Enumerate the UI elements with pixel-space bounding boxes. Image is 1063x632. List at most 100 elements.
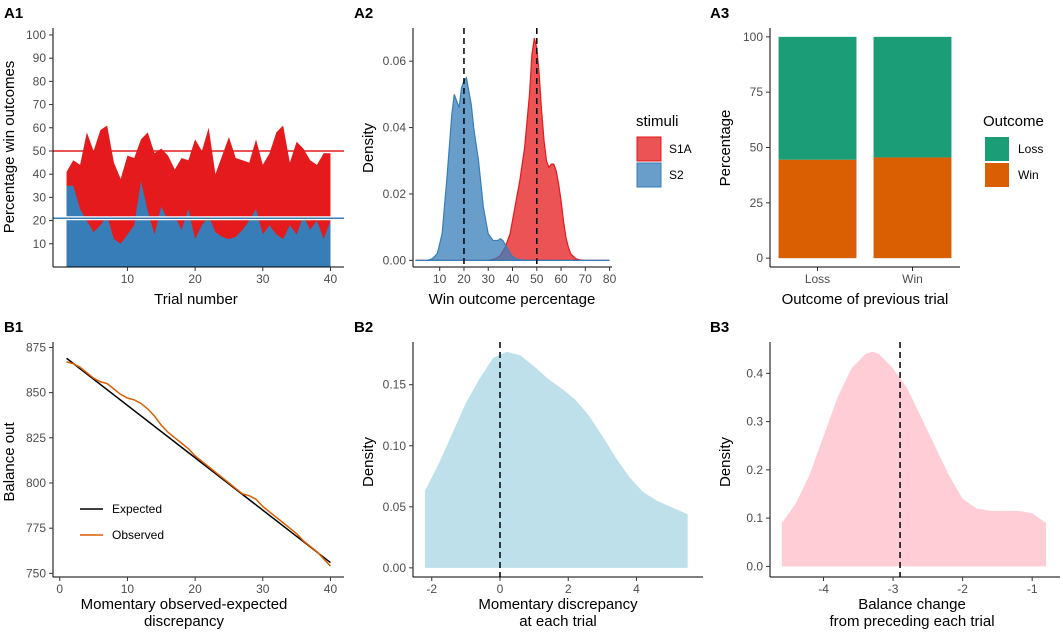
- y-tick-label-b2: 0.10: [383, 439, 407, 453]
- x-tick-label-a3: Loss: [805, 272, 830, 286]
- plot-area-a2: 0.00 0.02 0.04 0.06 10 20 30 40 50 60 70 80: [383, 28, 617, 286]
- x-axis-label-b2: Momentary discrepancy: [478, 596, 638, 613]
- y-tick-label-a2: 0.00: [383, 253, 407, 267]
- bar-loss-loss: [778, 36, 857, 160]
- x-tick-label-a2: 50: [530, 272, 544, 286]
- legend-label-s2: S2: [669, 168, 684, 182]
- y-axis-label-b3: Density: [717, 436, 734, 487]
- y-axis-label-b2: Density: [360, 436, 377, 487]
- y-tick-label-a1: 60: [33, 121, 47, 135]
- panel-label-b1: B1: [4, 319, 23, 336]
- y-tick-label-a3: 100: [743, 30, 763, 44]
- y-tick-label-a2: 0.02: [383, 187, 407, 201]
- x-axis-label-b3: Balance change: [858, 596, 966, 613]
- y-tick-label-b3: 0.1: [746, 511, 763, 525]
- panel-a2: A2 0.00 0.02 0.04 0.06 10 20 30 40 50 60 70 80 Win …: [354, 5, 692, 308]
- panel-label-b2: B2: [354, 319, 373, 336]
- y-tick-label-a3: 0: [756, 251, 763, 265]
- x-axis-label-a2: Win outcome percentage: [429, 291, 596, 308]
- y-tick-label-a1: 40: [33, 167, 47, 181]
- x-tick-label-a2: 10: [433, 272, 447, 286]
- y-tick-label-a1: 100: [26, 28, 46, 42]
- x-axis-label-b2-line2: at each trial: [519, 613, 597, 630]
- line-series-observed: [66, 361, 332, 567]
- y-tick-label-a1: 20: [33, 214, 47, 228]
- legend-key-loss: [985, 137, 1009, 161]
- y-tick-label-a3: 50: [750, 141, 764, 155]
- x-tick-label-a2: 30: [482, 272, 496, 286]
- panel-label-a2: A2: [354, 5, 373, 22]
- y-tick-label-a3: 25: [750, 196, 764, 210]
- x-tick-label-b2: -2: [426, 582, 437, 596]
- y-tick-label-a1: 50: [33, 144, 47, 158]
- bar-loss-win: [873, 36, 952, 158]
- y-tick-label-b2: 0.00: [383, 561, 407, 575]
- y-tick-label-a2: 0.04: [383, 121, 407, 135]
- x-tick-label-b1: 40: [324, 582, 338, 596]
- legend-key-s2: [636, 162, 662, 188]
- y-tick-label-b1: 800: [26, 476, 46, 490]
- panel-a3: A3 Loss Win 0 25 50 75 100 Outcome of previous…: [710, 5, 1044, 308]
- y-tick-label-a1: 10: [33, 237, 47, 251]
- legend-title-a3: Outcome: [983, 113, 1044, 130]
- y-tick-label-b1: 750: [26, 566, 46, 580]
- x-tick-label-b1: 20: [188, 582, 202, 596]
- x-tick-label-b1: 0: [56, 582, 63, 596]
- legend-a2: stimuli S1A S2: [636, 113, 692, 188]
- y-tick-label-b3: 0.3: [746, 415, 763, 429]
- y-tick-label-b3: 0.4: [746, 366, 763, 380]
- panel-a1: A1 10 20 30 40 50 60 70 80 90 100 10 20 30 40 Trial n…: [1, 5, 344, 308]
- y-tick-label-a1: 30: [33, 190, 47, 204]
- y-axis-label-a1: Percentage win outcomes: [1, 61, 18, 234]
- legend-label-s1a: S1A: [669, 142, 692, 156]
- x-tick-label-a2: 40: [506, 272, 520, 286]
- x-tick-label-a3: Win: [902, 272, 923, 286]
- y-tick-label-b2: 0.15: [383, 378, 407, 392]
- y-tick-label-a1: 90: [33, 51, 47, 65]
- x-tick-label-b1: 10: [121, 582, 135, 596]
- plot-area-b2: 0.00 0.05 0.10 0.15 -2 0 2 4: [383, 342, 703, 596]
- x-tick-label-b3: -4: [818, 582, 829, 596]
- panel-b2: B2 0.00 0.05 0.10 0.15 -2 0 2 4 Momentary discr…: [354, 319, 703, 630]
- density-area-b3: [781, 351, 1047, 567]
- legend-key-win: [985, 163, 1009, 187]
- x-tick-label-b3: -1: [1027, 582, 1038, 596]
- y-tick-label-a1: 70: [33, 98, 47, 112]
- y-axis-label-b1: Balance out: [1, 422, 18, 502]
- panel-b1: B1 750 775 800 825 850 875 0 10 20 30 40 Momentary…: [1, 319, 344, 630]
- legend-label-observed: Observed: [112, 528, 164, 542]
- legend-label-loss: Loss: [1018, 142, 1043, 156]
- bar-win-loss: [778, 159, 857, 259]
- y-tick-label-b3: 0.0: [746, 559, 763, 573]
- y-tick-label-a1: 80: [33, 74, 47, 88]
- x-tick-label-a1: 20: [188, 272, 202, 286]
- x-axis-label-a3: Outcome of previous trial: [782, 291, 949, 308]
- plot-area-a3: Loss Win 0 25 50 75 100: [743, 28, 960, 286]
- plot-area-a1: 10 20 30 40 50 60 70 80 90 100 10 20 30 40: [26, 28, 344, 286]
- x-tick-label-b2: 4: [633, 582, 640, 596]
- legend-label-expected: Expected: [112, 502, 162, 516]
- legend-label-win: Win: [1018, 168, 1039, 182]
- y-tick-label-a2: 0.06: [383, 54, 407, 68]
- y-tick-label-b3: 0.2: [746, 463, 763, 477]
- panel-label-a3: A3: [710, 5, 729, 22]
- x-tick-label-b2: 0: [497, 582, 504, 596]
- x-tick-label-a1: 30: [256, 272, 270, 286]
- legend-b1: Expected Observed: [80, 502, 164, 542]
- legend-key-s1a: [636, 136, 662, 162]
- bar-win-win: [873, 157, 952, 259]
- x-tick-label-b2: 2: [565, 582, 572, 596]
- x-tick-label-b3: -2: [957, 582, 968, 596]
- y-tick-label-b1: 825: [26, 431, 46, 445]
- y-tick-label-b1: 875: [26, 340, 46, 354]
- y-tick-label-a3: 75: [750, 85, 764, 99]
- area-series-s2: [66, 181, 331, 267]
- x-axis-label-b1-line2: discrepancy: [144, 613, 225, 630]
- density-area-b2: [424, 351, 688, 568]
- panel-label-b3: B3: [710, 319, 729, 336]
- x-tick-label-a2: 80: [603, 272, 617, 286]
- x-axis-label-b3-line2: from preceding each trial: [829, 613, 994, 630]
- plot-area-b1: 750 775 800 825 850 875 0 10 20 30 40: [26, 340, 344, 596]
- density-series-s1a: [415, 37, 610, 261]
- x-tick-label-b3: -3: [888, 582, 899, 596]
